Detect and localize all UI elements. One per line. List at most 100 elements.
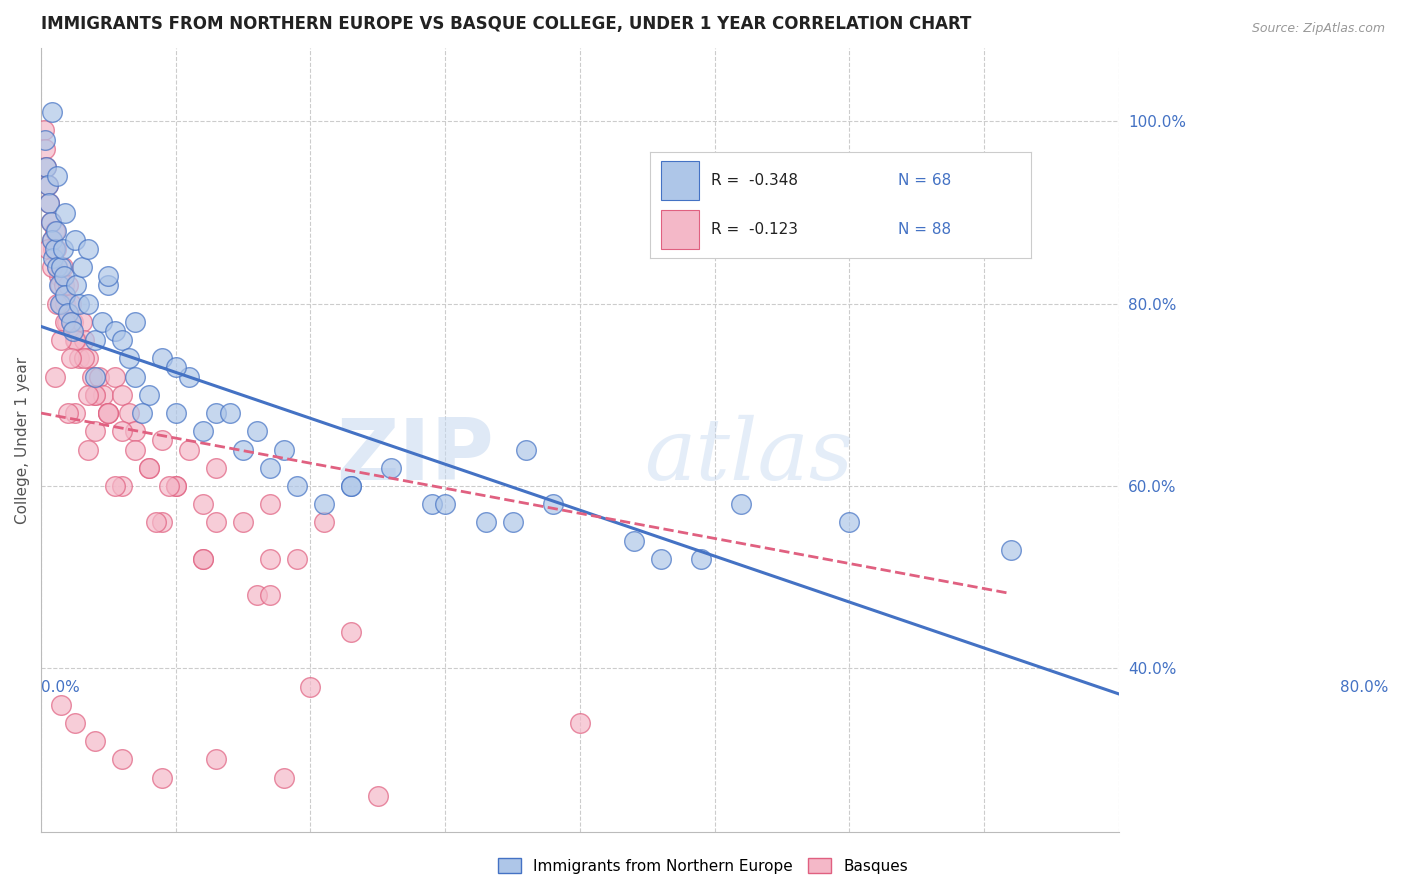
Point [91,388,114,402]
Point [37,178,59,193]
Point [191,497,214,511]
Point [65,278,87,293]
Point [53,296,76,310]
Point [56,278,79,293]
Point [97,406,120,420]
Point [84,369,107,384]
Text: N = 88: N = 88 [897,222,950,237]
Point [87,369,110,384]
Text: 80.0%: 80.0% [1340,680,1388,695]
Point [49,296,72,310]
Point [41,233,63,247]
Point [299,680,322,694]
Point [77,442,100,457]
Point [73,333,96,347]
Point [690,552,713,566]
Point [45,224,67,238]
Point [232,516,254,530]
Point [48,269,70,284]
Point [340,479,363,493]
Point [84,388,107,402]
Point [53,287,76,301]
Point [541,497,564,511]
Point [67,296,90,310]
Point [157,479,180,493]
Text: IMMIGRANTS FROM NORTHERN EUROPE VS BASQUE COLLEGE, UNDER 1 YEAR CORRELATION CHAR: IMMIGRANTS FROM NORTHERN EUROPE VS BASQU… [41,15,972,33]
Point [49,278,72,293]
Point [35,160,58,174]
Point [51,296,73,310]
Point [73,351,96,366]
Point [131,406,153,420]
Point [41,233,63,247]
Point [48,278,70,293]
Point [1000,542,1022,557]
Point [165,479,187,493]
Point [111,425,134,439]
Point [568,716,591,731]
Point [138,388,160,402]
Point [118,406,141,420]
Point [104,369,127,384]
Point [312,516,335,530]
Point [44,242,66,256]
Point [44,369,66,384]
Point [82,369,104,384]
Point [191,425,214,439]
Point [367,789,389,803]
Point [55,315,77,329]
Point [39,214,62,228]
Legend: Immigrants from Northern Europe, Basques: Immigrants from Northern Europe, Basques [492,852,914,880]
Point [246,425,269,439]
Point [259,497,281,511]
Point [42,242,65,256]
Point [84,333,107,347]
Point [56,306,79,320]
Point [124,442,146,457]
Point [46,260,69,275]
Point [179,369,201,384]
Point [138,460,160,475]
Point [37,178,59,193]
Point [59,351,82,366]
Point [84,734,107,748]
Point [46,169,69,183]
Point [730,497,752,511]
Point [191,552,214,566]
Point [150,434,173,448]
Point [65,333,87,347]
Point [63,333,86,347]
Point [39,214,62,228]
Point [165,479,187,493]
Point [41,260,63,275]
Point [77,351,100,366]
Point [273,771,295,785]
Point [145,516,167,530]
Point [205,460,228,475]
Point [312,497,335,511]
Text: atlas: atlas [644,415,853,498]
Point [205,516,228,530]
Point [77,296,100,310]
Text: ZIP: ZIP [336,415,494,498]
Point [70,315,93,329]
Point [59,315,82,329]
Point [53,269,76,284]
Point [51,333,73,347]
Point [218,406,240,420]
Point [179,442,201,457]
Point [124,369,146,384]
Point [515,442,537,457]
Bar [661,211,699,249]
Point [111,388,134,402]
Point [246,588,269,602]
Point [46,260,69,275]
Point [150,771,173,785]
Point [118,351,141,366]
Point [273,442,295,457]
Point [62,324,84,338]
Point [46,296,69,310]
Text: Source: ZipAtlas.com: Source: ZipAtlas.com [1251,22,1385,36]
Point [104,324,127,338]
Point [77,388,100,402]
